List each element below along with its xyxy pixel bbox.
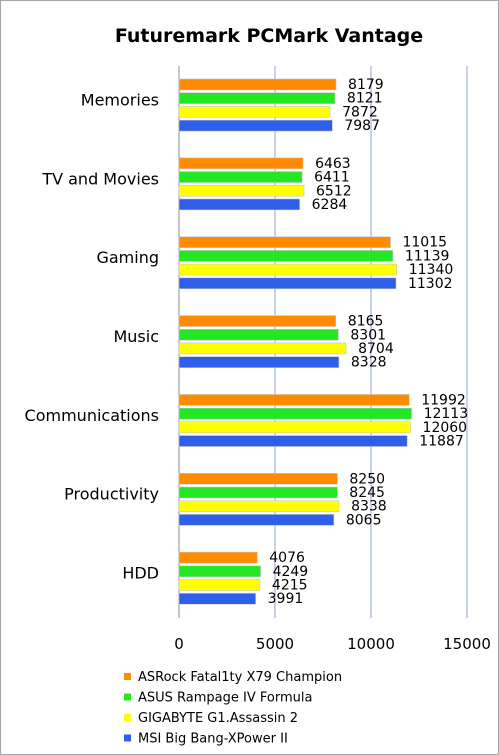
category-label: Gaming [96, 248, 159, 267]
value-label: 8121 [347, 91, 383, 107]
bar [178, 236, 391, 249]
category-label: TV and Movies [41, 169, 159, 188]
bar [178, 92, 336, 104]
value-label: 8328 [351, 355, 387, 371]
category-label: Memories [81, 90, 159, 109]
value-label: 11139 [405, 248, 450, 264]
bar [178, 500, 340, 512]
bar [178, 472, 338, 485]
value-label: 11302 [408, 276, 453, 292]
value-label: 6512 [316, 183, 352, 199]
bar [178, 579, 261, 591]
value-label: 8179 [348, 77, 384, 93]
value-label: 11887 [419, 434, 464, 450]
legend: ASRock Fatal1ty X79 Champion ASUS Rampage… [124, 670, 342, 747]
value-label: 8301 [350, 327, 386, 343]
bar [178, 421, 411, 434]
value-label: 8065 [346, 512, 382, 528]
value-label: 8165 [348, 314, 384, 330]
value-label: 7987 [344, 118, 380, 134]
bar [178, 394, 410, 406]
x-tick-label: 0 [174, 635, 184, 653]
value-label: 8250 [349, 471, 385, 487]
value-label: 8245 [349, 485, 385, 501]
legend-swatch [124, 673, 131, 680]
value-label: 6463 [315, 156, 351, 172]
value-label: 6411 [314, 170, 350, 186]
value-label: 11992 [421, 392, 466, 408]
value-label: 11340 [409, 262, 454, 278]
bar [178, 407, 412, 420]
bar [178, 592, 256, 605]
value-label: 3991 [268, 591, 304, 607]
category-label: Communications [25, 406, 159, 425]
bar [178, 551, 258, 564]
bar [178, 565, 261, 578]
bar [178, 106, 331, 118]
bar [178, 184, 305, 197]
chart-title: Futuremark PCMark Vantage [115, 25, 423, 47]
x-tick-label: 15000 [443, 635, 491, 653]
bars-group [178, 78, 412, 605]
value-label: 8338 [351, 499, 387, 515]
bar [178, 78, 337, 91]
category-labels: Memories TV and Movies Gaming Music Communic… [25, 90, 159, 582]
legend-label: ASRock Fatal1ty X79 Champion [138, 670, 342, 685]
bar [178, 157, 304, 170]
bar [178, 342, 347, 355]
bar [178, 171, 303, 183]
bar [178, 435, 408, 447]
legend-label: GIGABYTE G1.Assassin 2 [138, 711, 298, 726]
value-label: 4076 [269, 550, 305, 566]
value-label: 12060 [423, 420, 468, 436]
bar [178, 119, 333, 132]
legend-swatch [124, 734, 131, 742]
value-label: 12113 [424, 406, 469, 422]
bar [178, 315, 337, 327]
value-label: 4215 [272, 578, 308, 594]
value-label: 7872 [342, 104, 378, 120]
bar [178, 514, 335, 526]
legend-swatch [124, 693, 131, 701]
bar [178, 277, 397, 290]
value-label: 11015 [402, 235, 447, 251]
x-axis-ticks: 0 5000 10000 15000 [174, 635, 491, 653]
x-tick-label: 5000 [256, 635, 294, 653]
x-tick-label: 10000 [347, 635, 395, 653]
category-label: Productivity [64, 485, 159, 504]
category-label: HDD [122, 564, 159, 583]
value-label: 8704 [358, 341, 394, 357]
legend-label: MSI Big Bang-XPower II [138, 732, 288, 747]
legend-swatch [124, 714, 131, 721]
legend-label: ASUS Rampage IV Formula [138, 691, 312, 706]
bar [178, 250, 394, 262]
category-label: Music [113, 327, 159, 346]
bar [178, 328, 339, 341]
bar [178, 263, 398, 276]
bar [178, 356, 340, 368]
grid-lines [178, 66, 468, 618]
bar [178, 486, 338, 499]
bar [178, 198, 300, 211]
value-label: 6284 [312, 197, 348, 213]
value-label: 4249 [273, 564, 309, 580]
